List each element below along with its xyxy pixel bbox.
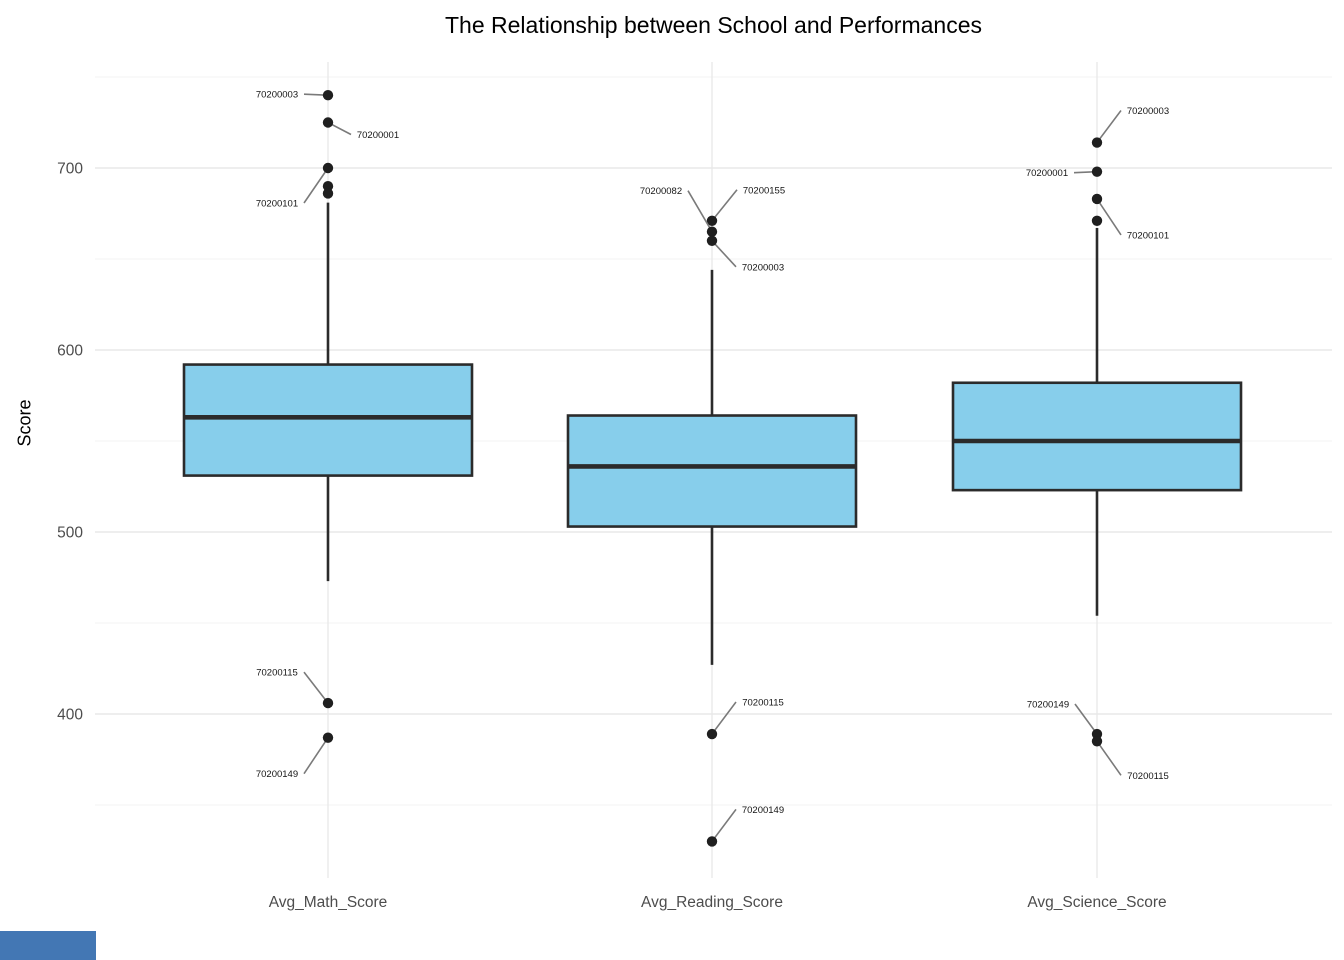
outlier-label-line <box>1096 198 1122 236</box>
outlier-point <box>322 188 334 199</box>
outlier-label: 70200101 <box>1127 230 1169 241</box>
outlier-label: 70200115 <box>256 668 298 679</box>
outlier-point <box>322 162 334 174</box>
outlier-label: 70200003 <box>1127 106 1169 117</box>
x-category-label: Avg_Science_Score <box>1027 894 1166 911</box>
outlier-point <box>1091 193 1103 205</box>
outlier-label: 70200003 <box>742 262 784 273</box>
y-tick-label: 500 <box>57 525 83 542</box>
outlier-label-line <box>711 189 738 222</box>
outlier-label-line <box>711 240 737 268</box>
outlier-point <box>1091 736 1103 747</box>
outlier-label: 70200149 <box>742 805 784 816</box>
outlier-point <box>322 732 334 743</box>
outlier-point <box>322 697 334 709</box>
outlier-label: 70200101 <box>256 199 298 210</box>
outlier-label-line <box>687 190 713 233</box>
bottom-left-blue-strip <box>0 931 96 960</box>
x-category-label: Avg_Math_Score <box>269 894 388 911</box>
outlier-point <box>706 836 718 847</box>
boxplot-box <box>566 414 858 528</box>
outlier-point <box>706 215 718 226</box>
y-tick-label: 400 <box>57 707 83 724</box>
outlier-point <box>706 728 718 740</box>
chart-title: The Relationship between School and Perf… <box>445 12 982 38</box>
boxplot-box <box>182 363 474 477</box>
outlier-label: 70200082 <box>640 186 682 197</box>
outlier-label-line <box>303 671 329 704</box>
outlier-label-line <box>1074 703 1098 735</box>
outlier-label: 70200003 <box>256 90 298 101</box>
outlier-point <box>706 235 718 246</box>
boxplot-box <box>951 381 1243 492</box>
outlier-label-line <box>711 808 737 842</box>
outlier-label-line <box>1096 740 1122 776</box>
outlier-point <box>706 226 718 237</box>
outlier-label: 70200115 <box>742 698 784 709</box>
outlier-label-line <box>1096 110 1122 144</box>
outlier-label-line <box>711 701 737 735</box>
outlier-point <box>322 181 334 192</box>
outlier-point <box>1091 137 1103 148</box>
outlier-point <box>1091 728 1103 740</box>
outlier-label: 70200149 <box>256 769 298 780</box>
outlier-label: 70200155 <box>743 185 785 196</box>
y-tick-label: 600 <box>57 343 83 360</box>
outlier-point <box>322 117 334 128</box>
outlier-label: 70200115 <box>1127 771 1169 782</box>
outlier-point <box>322 90 334 101</box>
outlier-label-line <box>303 737 329 775</box>
y-tick-label: 700 <box>57 161 83 178</box>
outlier-label: 70200001 <box>1026 168 1068 179</box>
outlier-point <box>1091 166 1103 177</box>
outlier-point <box>1091 215 1103 226</box>
outlier-label: 70200149 <box>1027 700 1069 711</box>
outlier-label-line <box>303 167 329 204</box>
x-category-label: Avg_Reading_Score <box>641 894 783 911</box>
outlier-label: 70200001 <box>357 130 399 141</box>
